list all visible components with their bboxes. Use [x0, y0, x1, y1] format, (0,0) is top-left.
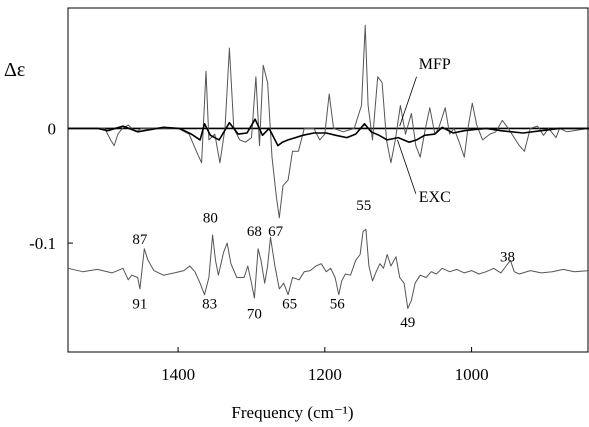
peak-label: 56: [330, 296, 346, 312]
y-tick-label: 0: [48, 119, 57, 138]
peak-label: 55: [356, 198, 371, 214]
plot-frame: [67, 7, 589, 353]
peak-label: 49: [400, 315, 415, 331]
peak-label: 67: [268, 224, 284, 240]
series-line-mfp: [68, 24, 589, 219]
peak-labels: 87 91 80 83 68 67 70 65 56 55 49 38: [132, 198, 515, 331]
x-tick-label: 1400: [161, 365, 195, 384]
annotation-mfp: MFP: [419, 56, 451, 73]
series-layer: [67, 24, 589, 309]
x-tick-label: 1000: [455, 365, 489, 384]
annotations: MFP EXC: [397, 56, 451, 206]
peak-label: 68: [247, 224, 262, 240]
peak-label: 80: [203, 210, 218, 226]
series-line-exc: [68, 118, 589, 147]
peak-label: 87: [132, 232, 148, 248]
y-axis-label: Δε: [4, 59, 25, 81]
x-axis-label: Frequency (cm⁻¹): [231, 403, 353, 422]
peak-label: 65: [282, 296, 297, 312]
peak-label: 38: [500, 249, 515, 265]
axis-ticks: 1400 1200 1000 0 -0.1: [29, 119, 489, 384]
peak-label: 91: [132, 296, 147, 312]
annotation-exc: EXC: [419, 189, 451, 206]
annotation-leader: [397, 139, 417, 194]
y-tick-label: -0.1: [29, 234, 56, 253]
peak-label: 70: [247, 307, 262, 323]
x-tick-label: 1200: [308, 365, 342, 384]
annotation-leader: [399, 76, 417, 127]
peak-label: 83: [202, 296, 217, 312]
series-line-difference: [67, 228, 589, 309]
